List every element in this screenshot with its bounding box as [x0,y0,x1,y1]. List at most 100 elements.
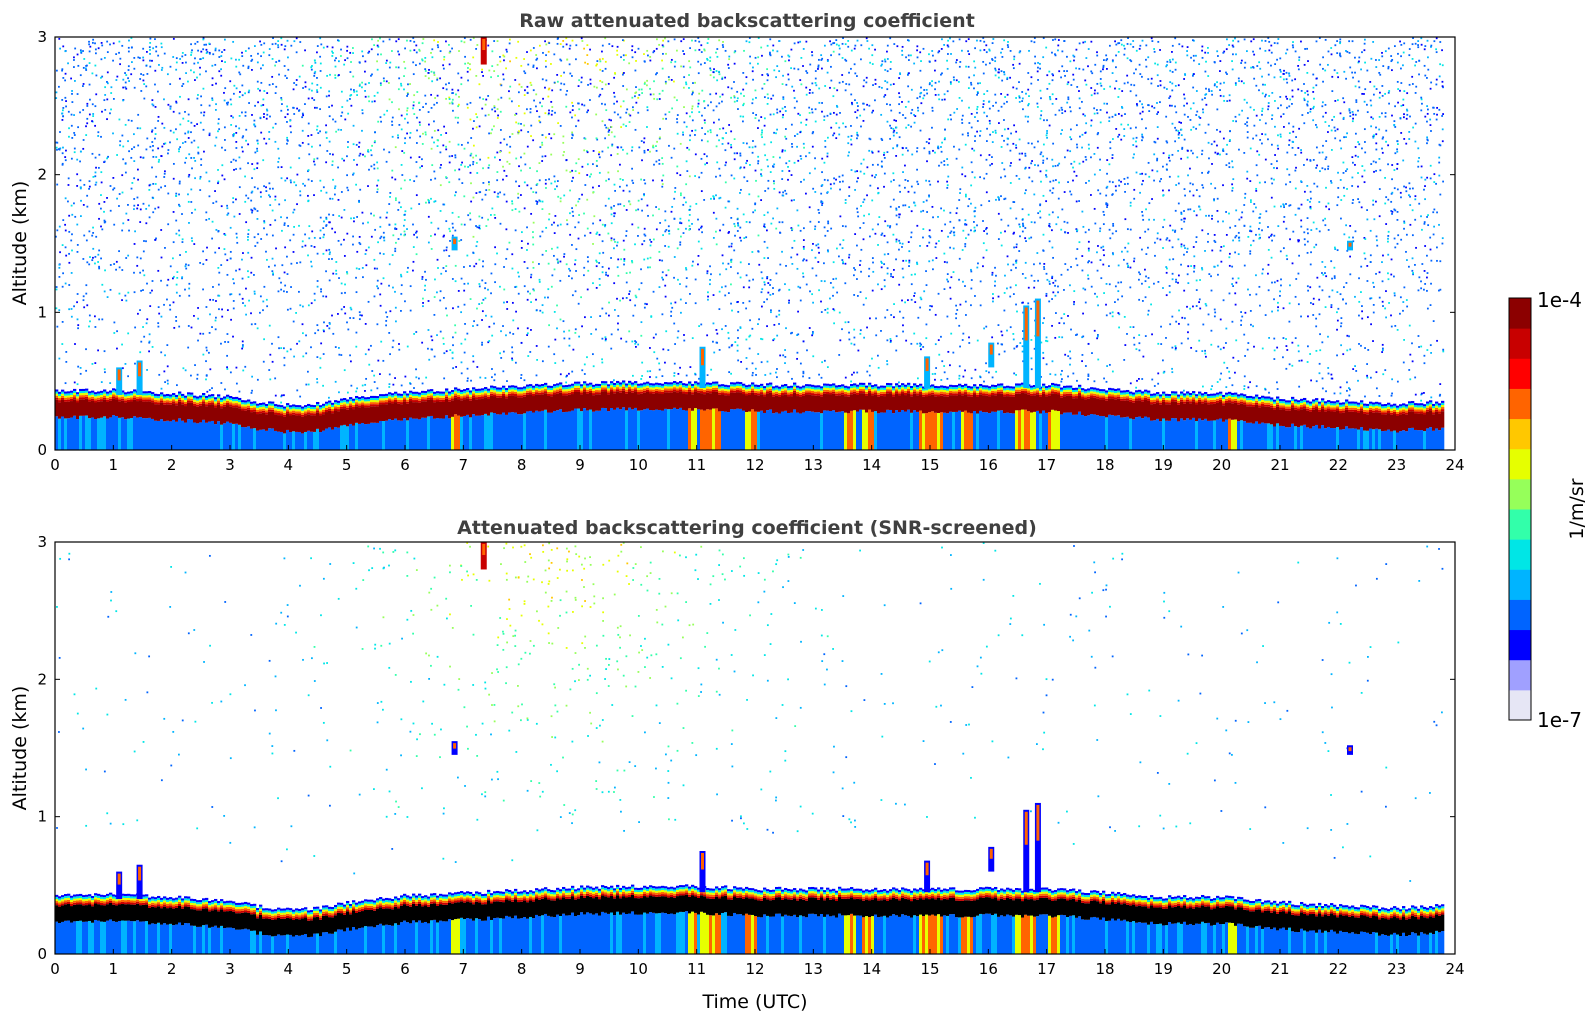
heatmap-speck [325,216,328,219]
heatmap-speck [616,153,619,155]
heatmap-cell-fringe [439,397,443,400]
heatmap-speck [641,243,644,246]
heatmap-cell-fringe [388,394,392,397]
heatmap-speck [583,363,586,366]
heatmap-speck [304,244,307,247]
heatmap-speck [308,237,311,240]
heatmap-speck [709,131,712,134]
heatmap-speck [640,268,642,271]
heatmap-speck [619,163,621,166]
heatmap-cell-fringe [157,394,161,397]
heatmap-speck [178,325,181,328]
heatmap-cell-lower [688,408,692,450]
heatmap-speck [493,322,495,325]
heatmap-speck [328,258,330,260]
heatmap-cell-bl [709,393,713,410]
heatmap-speck [130,156,133,159]
heatmap-cell-bl [61,399,65,417]
heatmap-cell-bl [586,393,590,411]
heatmap-speck [398,108,400,111]
heatmap-speck [292,320,295,323]
heatmap-speck [559,260,562,263]
heatmap-speck [328,140,331,143]
heatmap-cell-fringe [637,383,641,386]
heatmap-cell-fringe [550,387,554,390]
heatmap-speck [622,73,624,76]
heatmap-speck [142,202,145,205]
heatmap-speck [61,112,63,115]
heatmap-speck [655,145,657,147]
heatmap-cell-bl [673,391,677,408]
heatmap-cell-lower [676,409,680,450]
heatmap-speck [676,121,679,124]
heatmap-speck [493,125,495,128]
heatmap-cell-bl [655,393,659,410]
heatmap-cell-fringe [154,393,158,396]
heatmap-speck [211,77,214,80]
heatmap-cell-fringe [646,383,650,386]
heatmap-speck [454,156,457,159]
heatmap-cell-bl [571,394,575,411]
heatmap-speck [125,299,128,302]
heatmap-speck [274,219,277,222]
heatmap-cell-fringe [385,397,389,401]
heatmap-speck [92,113,95,115]
heatmap-speck [433,129,436,132]
heatmap-speck [245,194,248,197]
heatmap-speck [358,235,361,238]
heatmap-speck [155,50,158,53]
heatmap-speck [394,247,397,250]
heatmap-speck [412,223,414,226]
heatmap-speck [613,95,616,98]
heatmap-speck [596,165,598,167]
heatmap-cell-fringe [247,405,251,408]
heatmap-speck [583,212,585,215]
heatmap-speck [209,298,212,301]
heatmap-cell-bl [517,397,521,415]
heatmap-speck [260,55,262,58]
heatmap-speck [61,321,64,323]
heatmap-cell-fringe [661,387,665,390]
heatmap-cell-fringe [454,387,458,390]
heatmap-speck [376,323,379,326]
heatmap-speck [361,86,363,89]
heatmap-cell-fringe [448,399,452,402]
heatmap-speck [578,172,581,175]
heatmap-cell-lower [475,415,479,450]
heatmap-speck [383,148,385,151]
heatmap-speck [689,47,691,50]
heatmap-speck [146,369,148,371]
heatmap-speck [334,76,337,79]
heatmap-speck [185,72,187,75]
heatmap-speck [625,184,628,187]
heatmap-speck [94,105,97,108]
heatmap-speck [578,198,581,200]
heatmap-cell-fringe [223,396,227,399]
heatmap-speck [640,140,643,142]
heatmap-speck [361,384,364,387]
heatmap-cell-fringe [319,409,323,412]
heatmap-speck [76,185,79,187]
heatmap-speck [694,129,697,132]
heatmap-cell-lower [586,410,590,450]
heatmap-speck [299,304,302,307]
heatmap-cell-fringe [550,392,554,395]
heatmap-speck [667,76,670,78]
heatmap-speck [655,47,658,50]
heatmap-speck [389,195,391,198]
heatmap-cell-lower [535,410,539,450]
heatmap-cell-fringe [76,396,80,399]
heatmap-speck [319,229,322,232]
heatmap-speck [530,135,532,137]
heatmap-speck [64,72,67,75]
heatmap-cell-lower [505,414,509,450]
heatmap-cell-fringe [649,387,653,390]
heatmap-speck [700,171,703,174]
heatmap-cell-lower [217,421,221,450]
heatmap-speck [100,42,103,44]
heatmap-cell-fringe [151,394,155,397]
heatmap-speck [293,355,296,358]
heatmap-cell-lower [400,420,404,450]
heatmap-cell-fringe [277,406,281,409]
heatmap-speck [287,225,290,227]
